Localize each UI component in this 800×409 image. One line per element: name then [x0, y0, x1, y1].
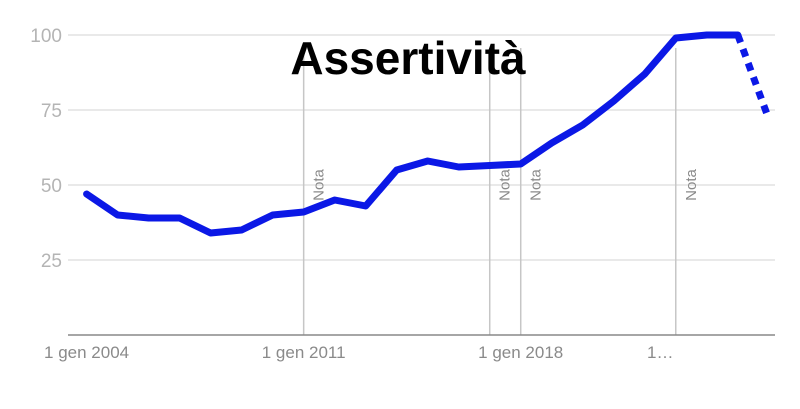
data-point-14: [520, 163, 522, 165]
data-point-2: [148, 217, 150, 219]
note-label-3: Nota: [683, 169, 700, 201]
data-point-21: [737, 34, 739, 36]
data-point-10: [396, 169, 398, 171]
data-point-5: [241, 229, 243, 231]
y-tick-label-50: 50: [41, 176, 62, 197]
data-point-18: [644, 73, 646, 75]
series: [83, 31, 773, 237]
series-line-0: [83, 31, 742, 237]
x-axis: 1 gen 2004 1 gen 2011 1 gen 2018 1…: [44, 343, 673, 362]
data-point-0: [86, 193, 88, 195]
data-point-11: [427, 160, 429, 162]
y-tick-label-100: 100: [30, 26, 62, 47]
data-point-1: [117, 214, 119, 216]
y-tick-label-75: 75: [41, 101, 62, 122]
annotations: Nota Nota Nota Nota: [302, 48, 700, 335]
y-axis: 25 50 75 100: [30, 26, 62, 272]
data-point-12: [458, 166, 460, 168]
x-tick-label-3: 1…: [647, 343, 673, 362]
series-projection-0: [734, 33, 773, 121]
data-point-8: [334, 199, 336, 201]
data-point-3: [179, 217, 181, 219]
chart-title: Assertività: [290, 32, 526, 84]
data-point-6: [272, 214, 274, 216]
x-tick-label-2: 1 gen 2018: [478, 343, 563, 362]
y-tick-label-25: 25: [41, 251, 62, 272]
x-tick-label-1: 1 gen 2011: [262, 343, 346, 362]
data-point-16: [582, 124, 584, 126]
note-label-2: Nota: [528, 169, 545, 201]
data-point-20: [706, 34, 708, 36]
data-point-17: [613, 100, 615, 102]
data-point-13: [489, 165, 491, 166]
note-label-1: Nota: [497, 169, 514, 201]
x-tick-label-0: 1 gen 2004: [44, 343, 129, 362]
data-point-4: [210, 232, 212, 234]
data-point-9: [365, 205, 367, 207]
data-point-15: [551, 142, 553, 144]
note-label-0: Nota: [311, 169, 328, 201]
data-point-19: [675, 37, 677, 39]
grid: [68, 34, 775, 261]
data-point-7: [303, 211, 305, 213]
